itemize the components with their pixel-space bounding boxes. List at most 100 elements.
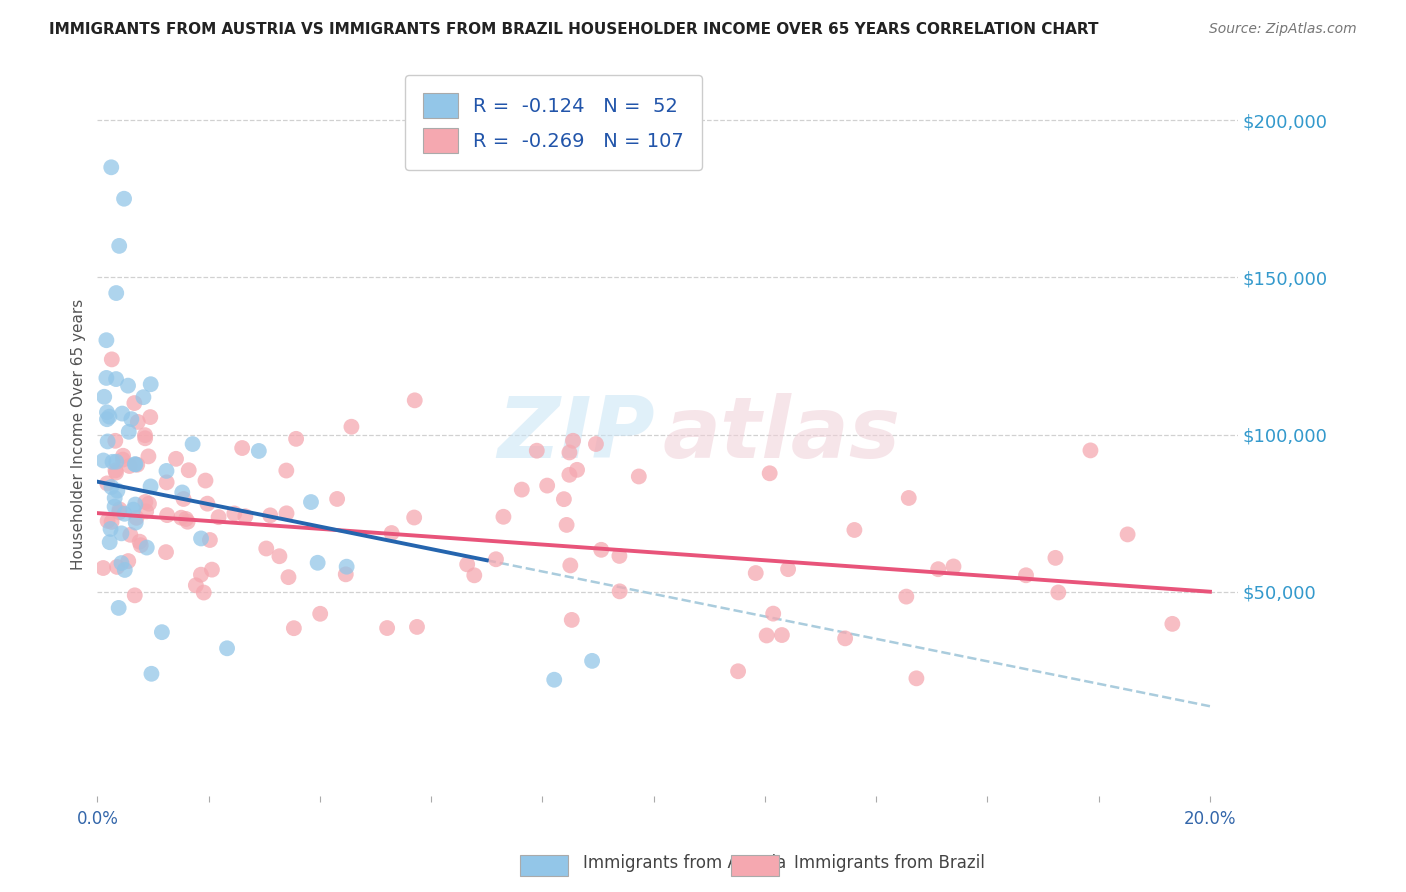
Point	[134, 495, 156, 509]
Point	[170, 510, 193, 524]
Point	[108, 502, 131, 516]
Point	[1047, 585, 1070, 599]
Point	[156, 508, 179, 523]
Point	[105, 466, 128, 480]
Point	[1045, 550, 1067, 565]
Point	[561, 613, 583, 627]
Point	[156, 475, 179, 490]
Point	[93, 390, 115, 404]
Point	[492, 509, 515, 524]
Point	[456, 558, 478, 572]
Point	[555, 517, 578, 532]
Point	[105, 455, 128, 469]
Point	[927, 562, 949, 576]
Point	[942, 559, 965, 574]
Point	[897, 491, 920, 505]
Point	[124, 458, 146, 472]
Point	[124, 396, 146, 410]
Legend: R =  -0.124   N =  52, R =  -0.269   N = 107: R = -0.124 N = 52, R = -0.269 N = 107	[405, 76, 702, 170]
Point	[1116, 527, 1139, 541]
Point	[120, 412, 142, 426]
Point	[104, 463, 127, 477]
Point	[581, 654, 603, 668]
Point	[110, 556, 132, 570]
Point	[101, 455, 124, 469]
Point	[844, 523, 866, 537]
Point	[727, 665, 749, 679]
Point	[124, 457, 146, 471]
Point	[114, 507, 136, 521]
Point	[217, 641, 239, 656]
Point	[155, 464, 177, 478]
Point	[100, 515, 122, 529]
Point	[277, 570, 299, 584]
Point	[336, 559, 359, 574]
Point	[91, 561, 114, 575]
Point	[197, 497, 219, 511]
Text: Immigrants from Austria: Immigrants from Austria	[583, 855, 787, 872]
Text: atlas: atlas	[662, 393, 901, 476]
Point	[543, 673, 565, 687]
Point	[128, 534, 150, 549]
Point	[96, 371, 118, 385]
Point	[150, 625, 173, 640]
Point	[105, 483, 128, 498]
Point	[207, 510, 229, 524]
Point	[560, 558, 582, 573]
Y-axis label: Householder Income Over 65 years: Householder Income Over 65 years	[72, 299, 86, 570]
Point	[107, 601, 129, 615]
Text: Immigrants from Brazil: Immigrants from Brazil	[794, 855, 986, 872]
Point	[141, 666, 163, 681]
Point	[134, 431, 156, 445]
Point	[96, 405, 118, 419]
Point	[177, 463, 200, 477]
Point	[1080, 443, 1102, 458]
Point	[105, 560, 128, 574]
Point	[905, 671, 928, 685]
Point	[97, 434, 120, 449]
Point	[100, 480, 122, 494]
Point	[173, 491, 195, 506]
Point	[627, 469, 650, 483]
Point	[127, 415, 149, 429]
Point	[117, 554, 139, 568]
Point	[309, 607, 332, 621]
Point	[285, 432, 308, 446]
Point	[112, 192, 135, 206]
Point	[194, 474, 217, 488]
Point	[283, 621, 305, 635]
Point	[165, 451, 187, 466]
Point	[134, 428, 156, 442]
Point	[565, 463, 588, 477]
Point	[118, 458, 141, 473]
Point	[118, 425, 141, 439]
Point	[105, 372, 128, 386]
Point	[1161, 616, 1184, 631]
Point	[591, 542, 613, 557]
Point	[536, 478, 558, 492]
Point	[98, 409, 121, 424]
Point	[93, 453, 115, 467]
Point	[558, 467, 581, 482]
Point	[139, 410, 162, 425]
Point	[335, 567, 357, 582]
Point	[553, 492, 575, 507]
Point	[485, 552, 508, 566]
Point	[201, 563, 224, 577]
Point	[135, 541, 157, 555]
Point	[404, 393, 426, 408]
Point	[231, 441, 253, 455]
Point	[526, 443, 548, 458]
Point	[198, 533, 221, 547]
Point	[381, 526, 404, 541]
Point	[98, 535, 121, 549]
Point	[105, 286, 128, 301]
Point	[609, 549, 631, 563]
Point	[96, 476, 118, 491]
Point	[259, 508, 281, 523]
Point	[135, 504, 157, 518]
Point	[117, 378, 139, 392]
Point	[190, 532, 212, 546]
Point	[112, 449, 135, 463]
Point	[111, 452, 134, 467]
